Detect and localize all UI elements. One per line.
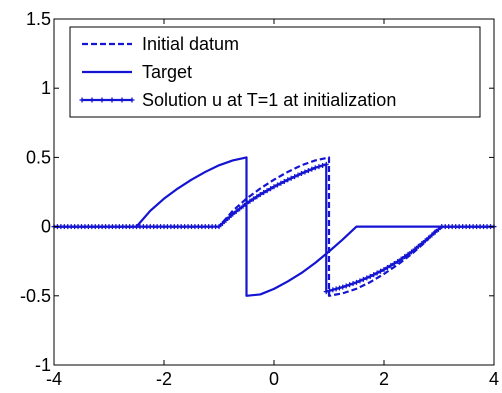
legend-label: Solution u at T=1 at initialization [142, 90, 396, 110]
y-tick-label: 0.5 [26, 147, 51, 167]
series-layer [51, 156, 497, 297]
series-3 [51, 161, 497, 295]
x-tick-label: -4 [46, 369, 62, 389]
legend-item: Target [82, 62, 192, 82]
legend-item: Initial datum [82, 34, 239, 54]
legend-item: Solution u at T=1 at initialization [79, 90, 396, 110]
x-tick-label: 4 [489, 369, 499, 389]
legend-label: Initial datum [142, 34, 239, 54]
series-line [54, 163, 494, 293]
legend-label: Target [142, 62, 192, 82]
x-tick-label: 2 [379, 369, 389, 389]
legend: Initial datum Target Solution u at T=1 at … [69, 26, 481, 118]
y-tick-label: 0 [41, 217, 51, 237]
legend-box [69, 26, 481, 118]
ticks-layer: -4 -2 0 2 4 -1 -0.5 0 0.5 1 1.5 [20, 9, 499, 389]
y-tick-label: -1 [35, 355, 51, 375]
x-tick-label: 0 [269, 369, 279, 389]
y-tick-label: 1.5 [26, 9, 51, 29]
series-line [54, 156, 494, 297]
series-1 [54, 156, 494, 297]
y-tick-label: -0.5 [20, 286, 51, 306]
y-tick-label: 1 [41, 78, 51, 98]
x-tick-label: -2 [156, 369, 172, 389]
